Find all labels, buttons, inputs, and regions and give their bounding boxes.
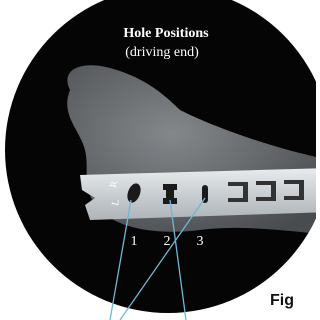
figure: R L Hole Positions (driving end) 1 2 3 F… (0, 0, 316, 320)
caption: Fig (270, 292, 294, 309)
hole-label: 1 (131, 234, 138, 249)
title: Hole Positions (123, 26, 209, 41)
subtitle: (driving end) (125, 45, 199, 60)
hole-label: 3 (197, 234, 204, 249)
hole-label: 2 (164, 234, 171, 249)
nail (80, 168, 316, 220)
